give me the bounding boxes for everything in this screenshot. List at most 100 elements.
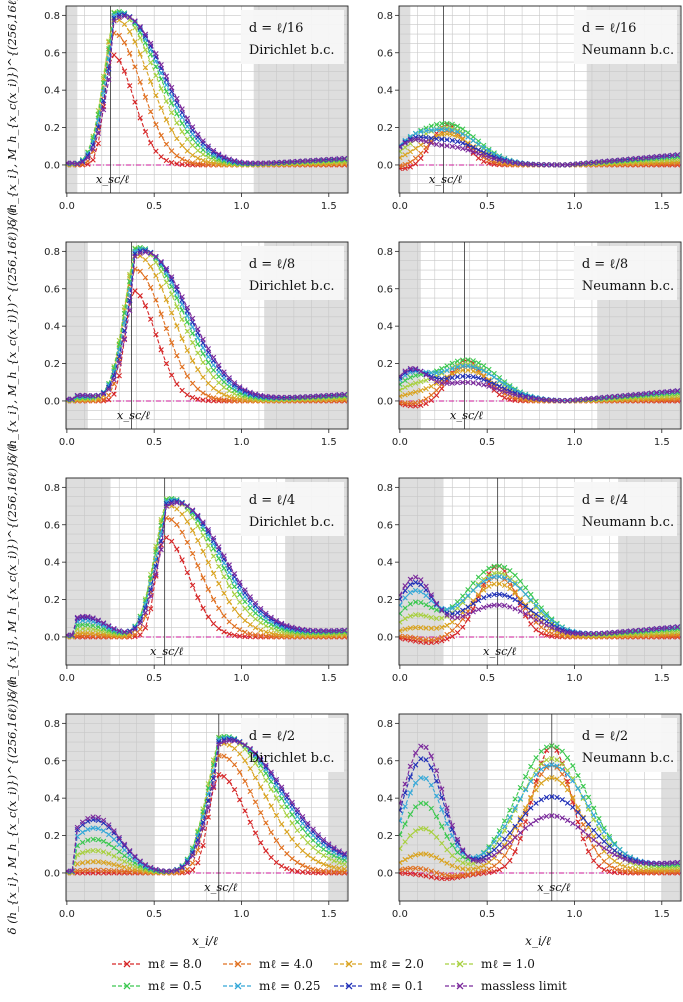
data-point [189, 142, 196, 149]
data-point [470, 137, 476, 144]
data-point [559, 780, 565, 786]
data-point [460, 379, 466, 386]
x-tick-label: 1.0 [567, 673, 583, 684]
data-point [470, 374, 476, 380]
data-point [418, 150, 424, 157]
data-point [418, 599, 424, 606]
xsc-label: x_sc/ℓ [483, 644, 516, 658]
data-point [428, 829, 434, 835]
data-point [184, 136, 191, 142]
data-point [200, 521, 206, 527]
data-point [507, 390, 513, 396]
data-point [460, 848, 466, 854]
data-point [470, 609, 476, 615]
data-point [538, 748, 544, 754]
data-point [341, 391, 348, 398]
data-point [418, 142, 424, 148]
data-point [399, 845, 403, 852]
data-point [299, 834, 306, 840]
data-point [412, 804, 419, 810]
data-point [174, 120, 180, 126]
data-point [273, 837, 280, 844]
x-tick-label: 0.5 [146, 437, 162, 448]
data-point [585, 834, 592, 840]
data-point [486, 855, 492, 861]
data-point [575, 809, 581, 816]
data-point [418, 872, 424, 878]
y-tick-label: 0.8 [377, 719, 393, 730]
data-point [428, 852, 434, 859]
data-point [428, 127, 434, 133]
data-point [331, 156, 337, 162]
data-point [423, 134, 429, 141]
data-point [331, 869, 337, 875]
data-point [470, 149, 476, 155]
data-point [533, 755, 539, 761]
data-point [486, 371, 492, 377]
data-point [116, 628, 122, 634]
data-point [601, 630, 607, 636]
data-point [549, 630, 555, 636]
data-point [543, 622, 550, 628]
data-point [465, 616, 471, 623]
data-point [237, 739, 243, 746]
data-point [195, 147, 201, 154]
data-point [85, 630, 91, 636]
data-point [449, 137, 455, 144]
data-point [559, 748, 565, 754]
data-point [611, 841, 618, 848]
data-point [501, 592, 508, 598]
data-point [543, 613, 550, 619]
data-point [85, 815, 91, 822]
data-point [465, 861, 471, 867]
data-point [247, 390, 253, 397]
data-point [147, 40, 154, 47]
legend-label: mℓ = 0.25 [259, 979, 321, 993]
data-point [66, 396, 70, 402]
data-point [428, 604, 434, 611]
data-point [428, 392, 434, 398]
annotation-box [240, 246, 344, 300]
data-point [242, 587, 248, 593]
data-point [205, 359, 211, 366]
data-point [247, 160, 253, 166]
data-point [444, 636, 450, 642]
data-point [449, 633, 455, 640]
data-point [263, 848, 269, 854]
data-point [418, 743, 424, 749]
data-point [90, 847, 96, 854]
data-point [465, 361, 471, 367]
data-point [200, 548, 206, 555]
data-point [444, 126, 450, 133]
data-point [258, 160, 264, 166]
data-point [174, 867, 180, 873]
data-point [580, 396, 586, 403]
data-point [512, 589, 518, 595]
y-tick-label: 0.6 [377, 48, 393, 59]
data-point [320, 628, 327, 634]
data-point [648, 390, 655, 396]
data-point [179, 161, 185, 168]
data-point [127, 865, 133, 872]
data-point [512, 392, 518, 398]
data-point [168, 274, 175, 280]
y-tick-label: 0.2 [377, 831, 393, 842]
data-point [554, 626, 560, 633]
data-point [127, 849, 133, 855]
data-point [399, 859, 403, 866]
data-point [121, 68, 128, 74]
data-point [491, 591, 497, 598]
data-point [533, 817, 539, 824]
plot-frame [65, 241, 349, 430]
data-point [221, 613, 227, 619]
data-point [433, 793, 440, 799]
series-line [399, 576, 678, 635]
y-tick-label: 0.6 [44, 284, 60, 295]
data-point [137, 293, 143, 299]
data-point [247, 594, 253, 600]
data-point [153, 92, 159, 98]
data-point [106, 392, 112, 399]
data-point [439, 624, 445, 630]
data-point [399, 387, 403, 393]
data-point [480, 376, 487, 383]
